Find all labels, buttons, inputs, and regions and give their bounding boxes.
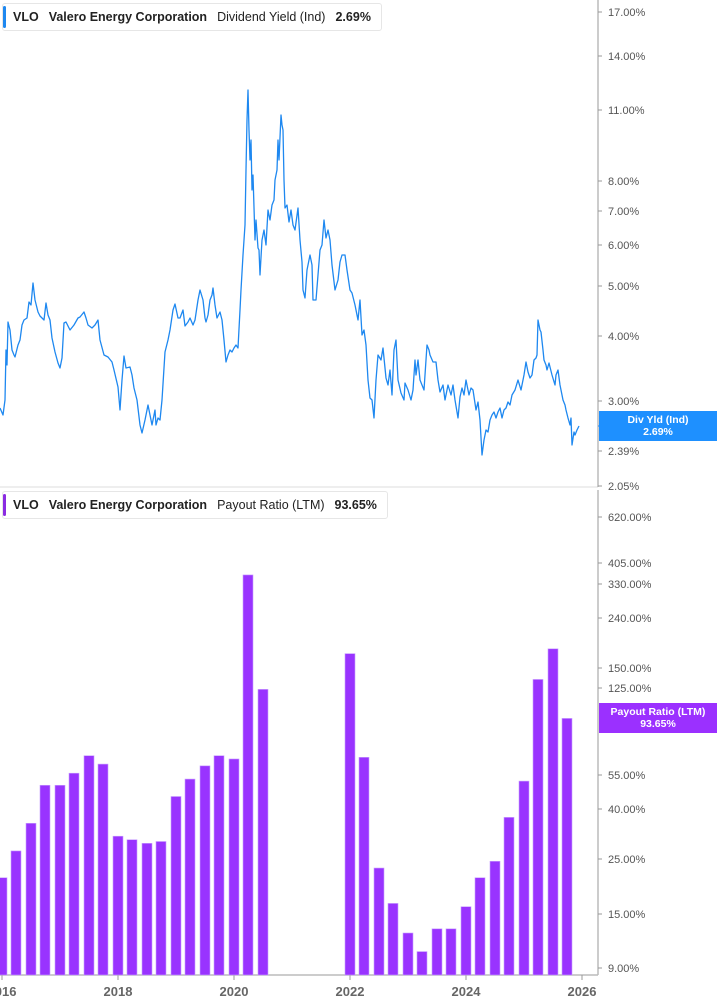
y-tick-label: 6.00% [608, 240, 639, 252]
payout-bar [112, 835, 124, 976]
payout-bar [431, 928, 443, 976]
y-tick-label: 150.00% [608, 663, 652, 675]
dividend-yield-badge: Div Yld (Ind) 2.69% [599, 411, 717, 441]
bottom-legend-metric: Payout Ratio (LTM) [217, 498, 325, 512]
payout-bar [387, 903, 399, 976]
y-tick-label: 14.00% [608, 51, 646, 63]
payout-bar [68, 772, 80, 976]
payout-bar [39, 784, 51, 976]
payout-bar [10, 850, 22, 976]
bottom-legend-color-swatch [3, 494, 6, 516]
bottom-legend-value: 93.65% [334, 498, 377, 512]
payout-bar [402, 932, 414, 976]
y-tick-label: 7.00% [608, 206, 639, 218]
x-tick-label: 2018 [104, 984, 133, 999]
payout-bar [184, 778, 196, 976]
y-tick-label: 5.00% [608, 281, 639, 293]
payout-bar [344, 653, 356, 976]
top-legend: VLO Valero Energy Corporation Dividend Y… [2, 3, 382, 31]
payout-bar [547, 648, 559, 976]
top-legend-company: Valero Energy Corporation [48, 10, 208, 24]
top-legend-metric: Dividend Yield (Ind) [217, 10, 326, 24]
x-tick-label: 2022 [336, 984, 365, 999]
payout-bar [373, 867, 385, 976]
payout-ratio-badge: Payout Ratio (LTM) 93.65% [599, 703, 717, 733]
y-tick-label: 8.00% [608, 176, 639, 188]
payout-ratio-bars [0, 574, 573, 976]
x-tick-label: 2020 [220, 984, 249, 999]
payout-bar [532, 679, 544, 976]
y-tick-label: 125.00% [608, 683, 652, 695]
y-tick-label: 25.00% [608, 854, 646, 866]
payout-bar [25, 822, 37, 976]
payout-bar [97, 763, 109, 976]
top-legend-value: 2.69% [335, 10, 371, 24]
y-tick-label: 55.00% [608, 770, 646, 782]
y-tick-label: 2.39% [608, 446, 639, 458]
bottom-legend: VLO Valero Energy Corporation Payout Rat… [2, 491, 388, 519]
x-tick-label: 2024 [452, 984, 482, 999]
payout-ratio-badge-label: Payout Ratio (LTM) [610, 706, 706, 718]
payout-bar [126, 839, 138, 976]
payout-bar [54, 784, 66, 976]
payout-bar [83, 755, 95, 976]
payout-bar [257, 689, 269, 976]
bottom-y-axis-ticks: 620.00% 405.00% 330.00% 240.00% 150.00% 125.0… [598, 512, 652, 975]
y-tick-label: 2.05% [608, 481, 639, 493]
payout-bar [199, 765, 211, 976]
top-y-axis-ticks: 17.00% 14.00% 11.00% 8.00% 7.00% 6.00% 5.00% 4.… [598, 7, 646, 493]
payout-bar [155, 841, 167, 976]
payout-bar [0, 877, 8, 976]
bottom-legend-ticker: VLO [13, 498, 39, 512]
payout-bar [170, 796, 182, 976]
payout-ratio-badge-value: 93.65% [640, 718, 676, 730]
x-axis-ticks: 2016 2018 2020 2022 2024 2026 [0, 975, 596, 999]
payout-bar [141, 843, 153, 976]
y-tick-label: 17.00% [608, 7, 646, 19]
y-tick-label: 11.00% [608, 105, 645, 117]
payout-bar [503, 817, 515, 976]
payout-bar [213, 755, 225, 976]
y-tick-label: 9.00% [608, 963, 639, 975]
dividend-yield-badge-label: Div Yld (Ind) [627, 414, 689, 426]
payout-bar [416, 951, 428, 976]
x-tick-label: 2026 [568, 984, 597, 999]
payout-bar [242, 574, 254, 976]
y-tick-label: 40.00% [608, 804, 646, 816]
payout-bar [228, 758, 240, 976]
bottom-legend-company: Valero Energy Corporation [48, 498, 208, 512]
payout-bar [489, 860, 501, 976]
dividend-yield-line [0, 89, 580, 456]
payout-bar [474, 877, 486, 976]
payout-bar [445, 928, 457, 976]
dividend-yield-badge-value: 2.69% [643, 426, 673, 438]
payout-bar [358, 757, 370, 976]
y-tick-label: 330.00% [608, 579, 652, 591]
y-tick-label: 15.00% [608, 909, 646, 921]
y-tick-label: 240.00% [608, 613, 652, 625]
payout-bar [518, 780, 530, 976]
y-tick-label: 3.00% [608, 396, 639, 408]
y-tick-label: 4.00% [608, 331, 639, 343]
payout-bar [561, 718, 573, 976]
y-tick-label: 620.00% [608, 512, 652, 524]
x-tick-label: 2016 [0, 984, 16, 999]
top-legend-ticker: VLO [13, 10, 39, 24]
top-legend-color-swatch [3, 6, 6, 28]
y-tick-label: 405.00% [608, 558, 652, 570]
payout-bar [460, 906, 472, 976]
